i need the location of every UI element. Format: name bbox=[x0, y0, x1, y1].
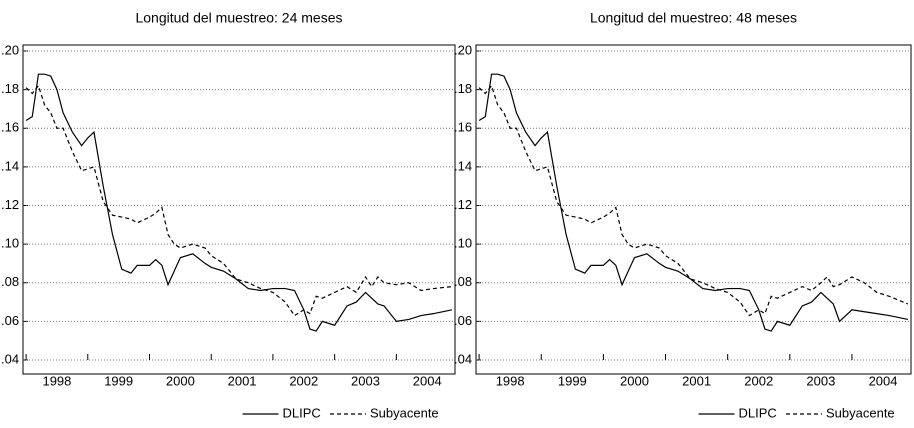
x-tick-label: 2001 bbox=[682, 373, 711, 388]
y-tick-label: .06 bbox=[454, 313, 472, 328]
y-tick-label: .14 bbox=[454, 158, 472, 173]
y-tick-label: .16 bbox=[1, 120, 19, 135]
y-tick-label: .10 bbox=[454, 236, 472, 251]
plot-frame bbox=[22, 44, 456, 375]
y-tick-label: .18 bbox=[1, 81, 19, 96]
y-tick-label: .14 bbox=[1, 158, 19, 173]
plot-frame bbox=[475, 44, 912, 375]
y-tick-label: .06 bbox=[1, 313, 19, 328]
legend-label: DLIPC bbox=[739, 405, 777, 420]
series-line bbox=[25, 73, 453, 332]
x-tick-label: 2003 bbox=[806, 373, 835, 388]
series-line bbox=[478, 84, 909, 317]
x-tick-label: 1999 bbox=[558, 373, 587, 388]
legend-label: Subyacente bbox=[826, 405, 895, 420]
y-tick-label: .08 bbox=[1, 274, 19, 289]
y-tick-label: .10 bbox=[1, 236, 19, 251]
x-tick-label: 2004 bbox=[413, 373, 442, 388]
y-tick-label: .12 bbox=[454, 197, 472, 212]
chart-title: Longitud del muestreo: 24 meses bbox=[135, 10, 342, 26]
x-tick-label: 1998 bbox=[42, 373, 71, 388]
x-tick-label: 2003 bbox=[351, 373, 380, 388]
x-tick-label: 2002 bbox=[289, 373, 318, 388]
x-tick-label: 2001 bbox=[228, 373, 257, 388]
y-tick-label: .04 bbox=[454, 351, 472, 366]
y-tick-label: .20 bbox=[454, 42, 472, 57]
y-tick-label: .08 bbox=[454, 274, 472, 289]
x-tick-label: 1999 bbox=[104, 373, 133, 388]
y-tick-label: .12 bbox=[1, 197, 19, 212]
y-tick-label: .04 bbox=[1, 351, 19, 366]
legend-label: DLIPC bbox=[283, 405, 321, 420]
series-line bbox=[478, 73, 909, 332]
x-tick-label: 2004 bbox=[869, 373, 898, 388]
y-tick-label: .16 bbox=[454, 120, 472, 135]
y-tick-label: .18 bbox=[454, 81, 472, 96]
x-tick-label: 2000 bbox=[166, 373, 195, 388]
x-tick-label: 1998 bbox=[496, 373, 525, 388]
y-tick-label: .20 bbox=[1, 42, 19, 57]
series-line bbox=[25, 84, 452, 317]
x-tick-label: 2002 bbox=[744, 373, 773, 388]
x-tick-label: 2000 bbox=[620, 373, 649, 388]
chart-title: Longitud del muestreo: 48 meses bbox=[590, 10, 797, 26]
legend-label: Subyacente bbox=[370, 405, 439, 420]
